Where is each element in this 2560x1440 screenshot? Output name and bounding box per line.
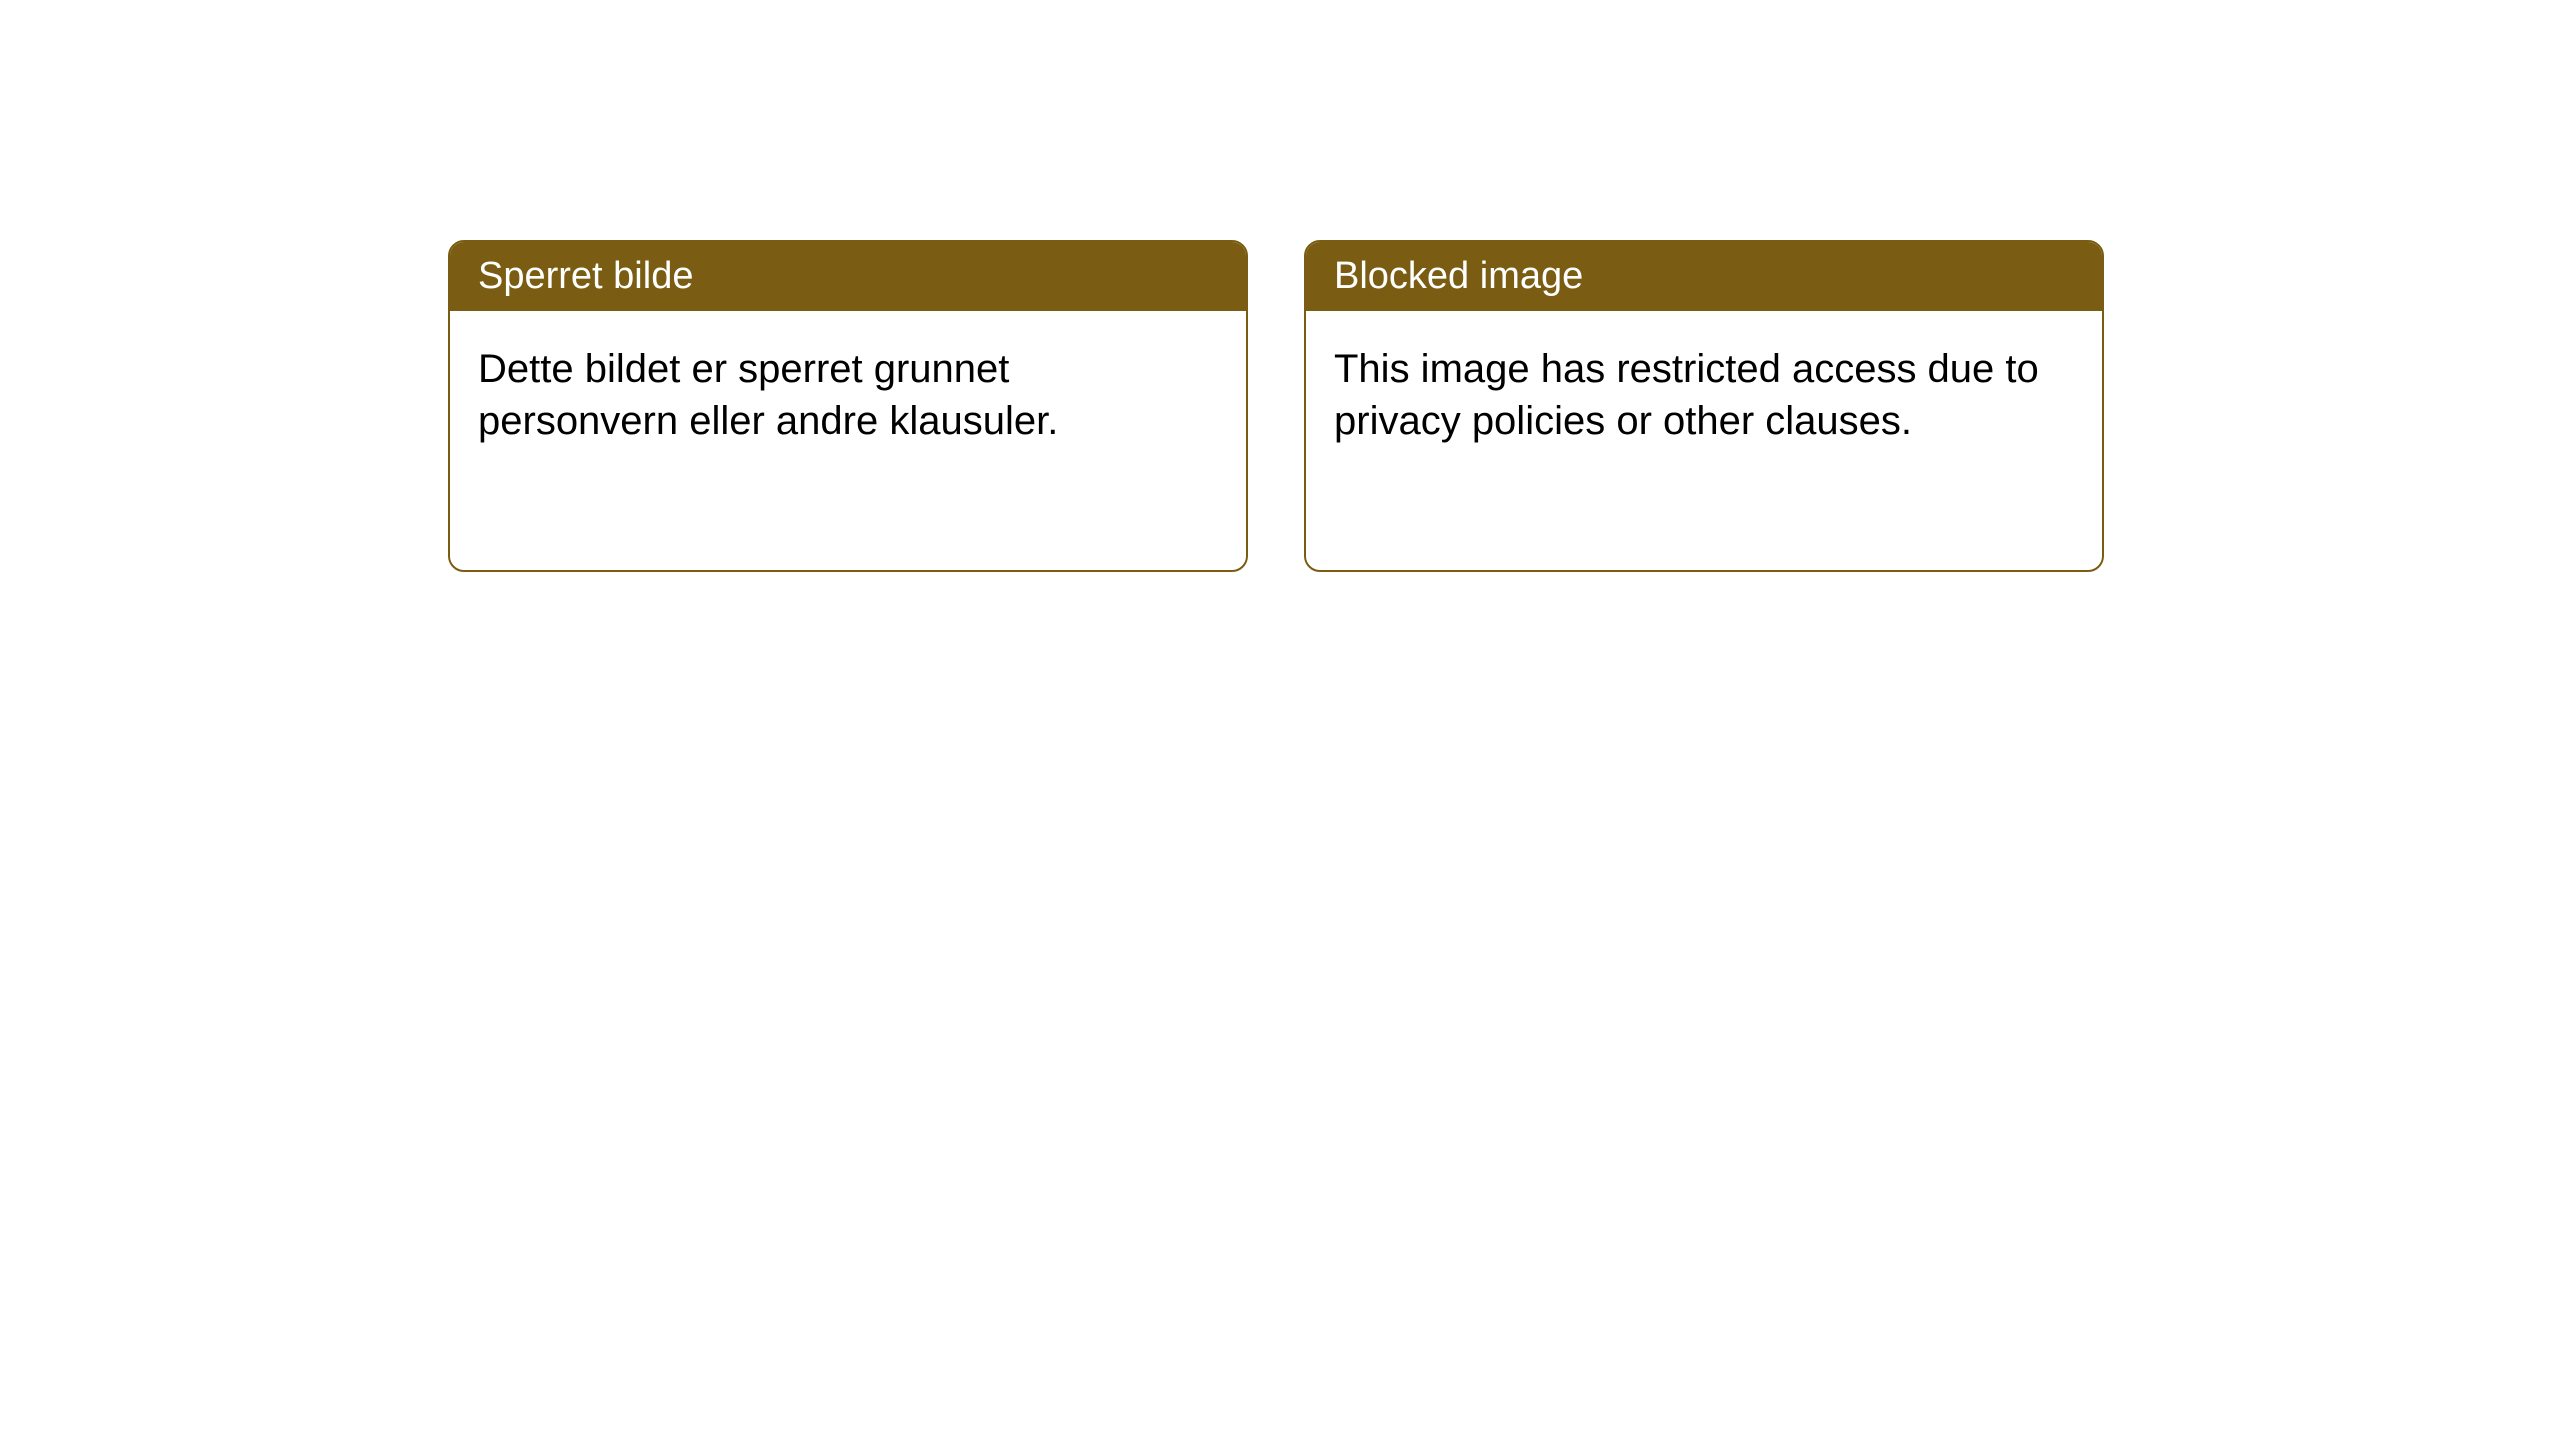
notice-header: Blocked image [1306,242,2102,311]
notice-body: This image has restricted access due to … [1306,311,2102,479]
notice-card-norwegian: Sperret bilde Dette bildet er sperret gr… [448,240,1248,572]
notice-body: Dette bildet er sperret grunnet personve… [450,311,1246,479]
notice-container: Sperret bilde Dette bildet er sperret gr… [0,0,2560,572]
notice-card-english: Blocked image This image has restricted … [1304,240,2104,572]
notice-header: Sperret bilde [450,242,1246,311]
